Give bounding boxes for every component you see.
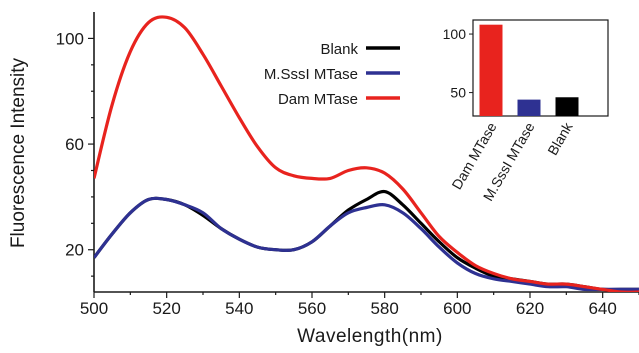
inset-category-label: Blank xyxy=(544,119,576,158)
inset-y-tick-label: 50 xyxy=(450,85,466,101)
legend-label: Dam MTase xyxy=(278,91,358,108)
inset-bar xyxy=(517,99,541,116)
x-tick-label: 620 xyxy=(516,299,544,318)
x-tick-label: 540 xyxy=(225,299,253,318)
inset-bar xyxy=(555,97,579,116)
y-tick-label: 20 xyxy=(65,241,84,260)
legend-label: M.SssI MTase xyxy=(264,66,358,83)
inset-bar xyxy=(479,24,503,117)
x-tick-label: 640 xyxy=(588,299,616,318)
x-tick-label: 580 xyxy=(370,299,398,318)
series-line-m-sssi-mtase xyxy=(94,196,639,292)
x-tick-label: 600 xyxy=(443,299,471,318)
legend-label: Blank xyxy=(320,41,358,58)
y-axis-label: Fluorescence Intensity xyxy=(8,57,29,248)
legend: Blank M.SssI MTase Dam MTase xyxy=(264,41,400,108)
y-tick-label: 60 xyxy=(65,135,84,154)
x-tick-label: 520 xyxy=(152,299,180,318)
series-line-dam-mtase xyxy=(94,15,639,292)
x-axis-label: Wavelength(nm) xyxy=(297,326,443,347)
main-plot: 500 520 540 560 580 600 620 640 20 60 100 xyxy=(56,12,639,318)
x-tick-label: 500 xyxy=(80,299,108,318)
x-tick-label: 560 xyxy=(298,299,326,318)
inset-y-tick-label: 100 xyxy=(443,26,467,42)
y-tick-label: 100 xyxy=(56,29,84,48)
